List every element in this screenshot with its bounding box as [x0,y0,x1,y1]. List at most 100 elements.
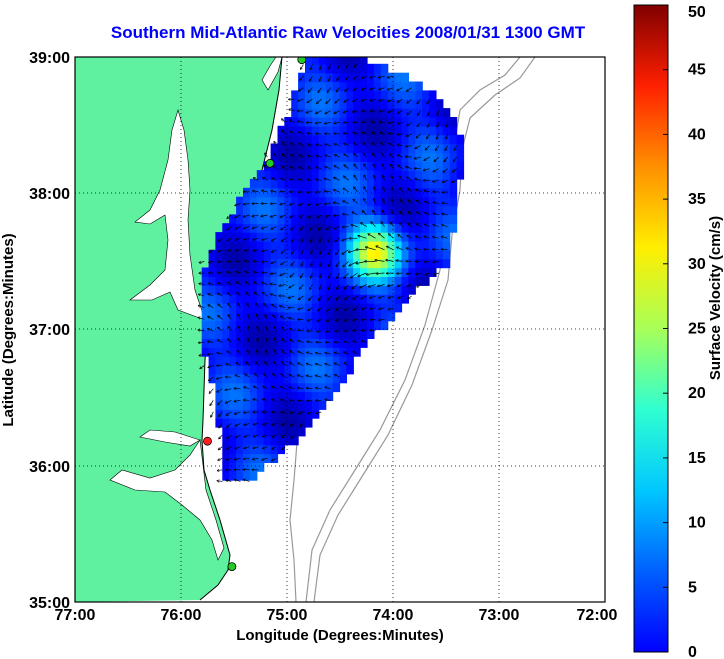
velocity-cell [318,63,327,74]
velocity-cell [305,409,313,419]
velocity-arrow [281,424,286,426]
velocity-cell [318,223,327,233]
velocity-cell [435,134,444,145]
velocity-arrow [446,133,448,139]
velocity-arrow [343,201,349,204]
velocity-cell [298,364,306,375]
velocity-arrow [361,223,367,227]
velocity-arrow [298,330,304,331]
velocity-cell [298,108,306,118]
velocity-arrow [354,187,358,193]
velocity-cell [256,320,265,331]
velocity-cell [325,320,334,331]
velocity-arrow [383,199,385,204]
velocity-cell [277,187,285,198]
velocity-cell [298,338,306,348]
velocity-cell [339,232,347,242]
velocity-cell [408,258,416,269]
velocity-cell [256,435,265,446]
velocity-cell [360,285,368,295]
velocity-cell [394,196,403,207]
velocity-arrow [426,133,430,139]
velocity-cell [243,453,251,463]
velocity-cell [367,108,375,118]
velocity-arrow [452,179,457,182]
velocity-arrow [237,350,241,355]
velocity-cell [229,347,237,357]
velocity-cell [311,382,320,393]
velocity-cell [346,196,354,207]
velocity-arrow [388,295,394,298]
velocity-cell [291,143,299,153]
velocity-cell [284,338,292,348]
velocity-arrow [243,458,250,459]
velocity-arrow [272,446,277,450]
velocity-cell [346,276,354,286]
velocity-arrow [227,226,232,230]
velocity-cell [222,471,230,481]
velocity-cell [415,276,423,286]
velocity-arrow [235,375,241,378]
velocity-arrow [218,283,223,285]
velocity-cell [311,187,320,198]
velocity-arrow [400,188,403,193]
velocity-arrow [325,214,331,217]
velocity-cell [305,152,313,162]
velocity-arrow [376,246,385,251]
velocity-cell [263,400,272,410]
velocity-cell [298,81,306,91]
velocity-cell [311,214,320,224]
velocity-cell [353,249,361,260]
velocity-cell [277,125,285,136]
velocity-cell [332,125,341,136]
velocity-cell [270,373,279,384]
velocity-cell [201,294,210,304]
velocity-cell [215,232,223,242]
velocity-arrow [408,200,412,204]
velocity-arrow [434,156,439,162]
velocity-cell [229,409,237,419]
velocity-cell [298,347,306,357]
velocity-cell [367,320,375,331]
velocity-arrow [387,246,394,251]
velocity-cell [298,134,306,145]
velocity-cell [380,81,389,91]
velocity-cell [387,196,396,207]
velocity-arrow [443,168,448,173]
velocity-arrow [397,155,403,158]
velocity-arrow [281,237,286,242]
velocity-cell [387,240,396,251]
velocity-cell [373,143,382,153]
velocity-cell [291,373,299,384]
velocity-arrow [415,179,421,181]
velocity-cell [339,161,347,171]
velocity-cell [353,57,361,65]
velocity-arrow [291,237,295,242]
velocity-cell [222,240,230,251]
velocity-cell [353,152,361,162]
lon-tick-label: 76:00 [161,607,202,624]
velocity-arrow [416,200,421,204]
velocity-cell [367,178,375,189]
velocity-cell [339,90,347,100]
velocity-cell [277,418,285,428]
velocity-cell [380,170,389,180]
velocity-cell [387,285,396,295]
velocity-cell [243,232,251,242]
velocity-cell [311,152,320,162]
velocity-arrow [237,292,241,297]
velocity-arrow [337,284,340,290]
velocity-arrow [282,142,286,146]
velocity-arrow [301,249,304,254]
velocity-arrow [273,374,277,378]
velocity-arrow [243,479,250,482]
velocity-cell [325,223,334,233]
velocity-arrow [397,273,403,274]
velocity-arrow [352,284,358,289]
velocity-arrow [425,213,430,216]
velocity-cell [360,294,368,304]
velocity-cell [298,356,306,366]
velocity-arrow [382,164,385,169]
velocity-cell [277,152,285,162]
